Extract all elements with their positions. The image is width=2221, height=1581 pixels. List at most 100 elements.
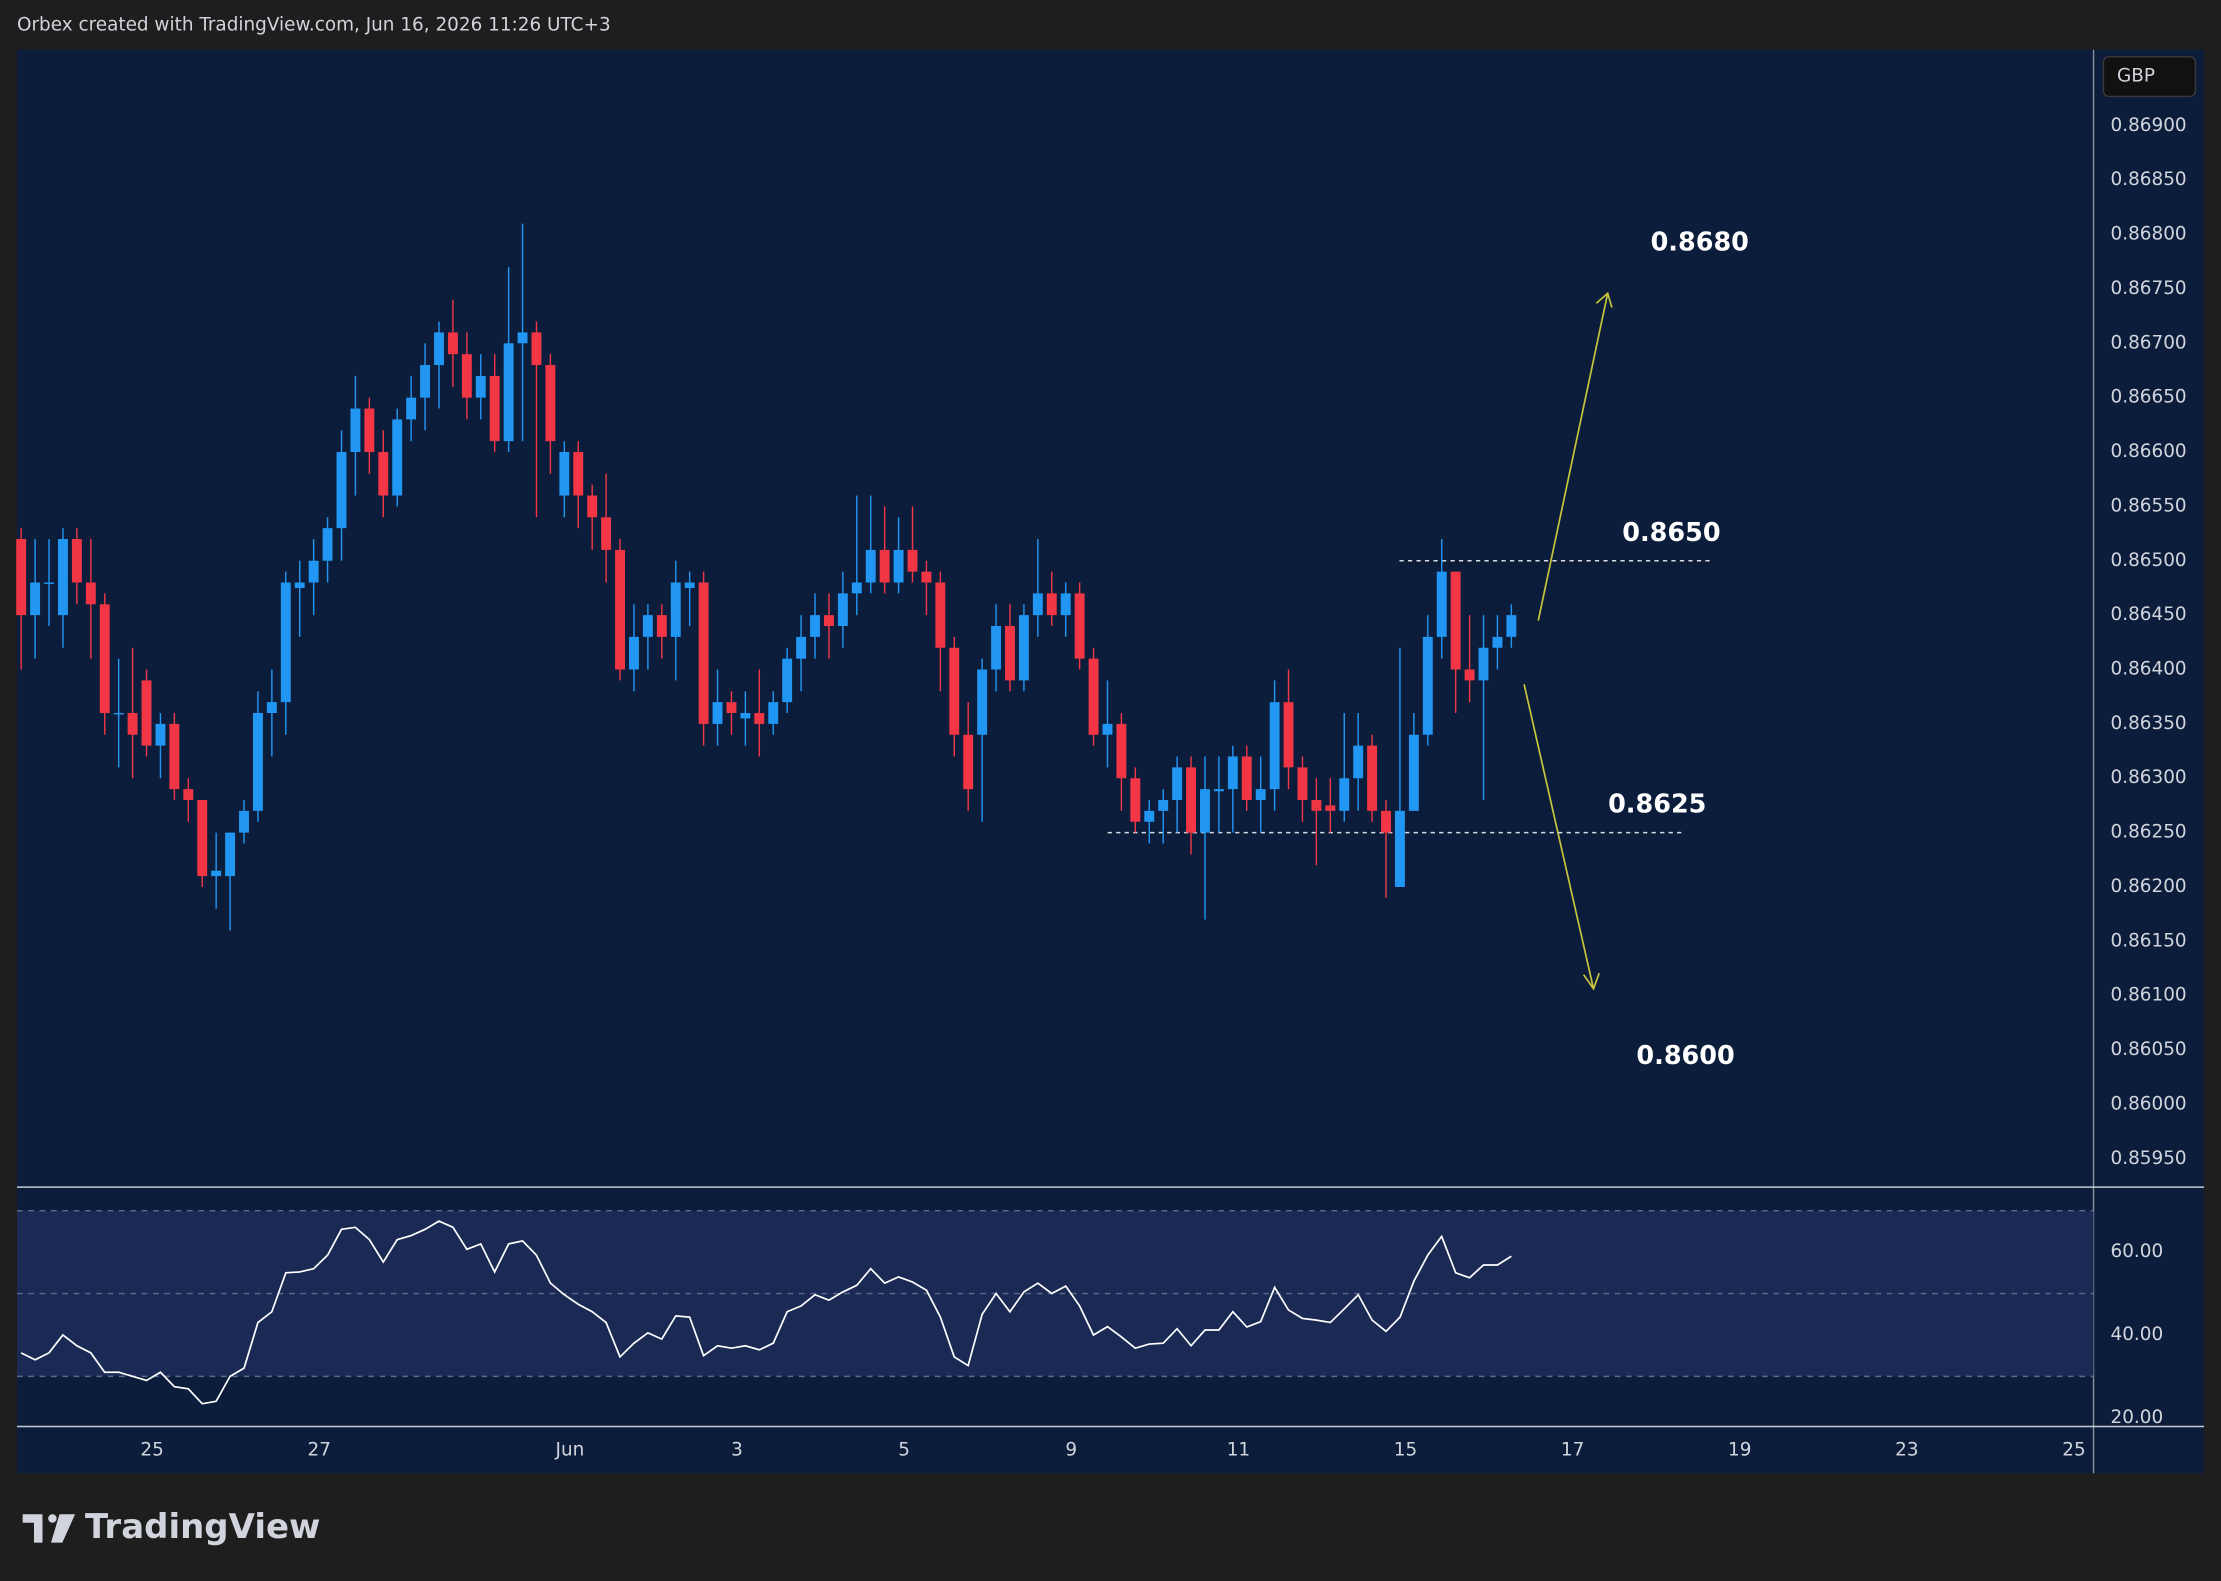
candle-body: [977, 669, 988, 735]
candle-body: [796, 636, 807, 659]
candle-body: [893, 549, 904, 583]
candle-body: [1450, 571, 1461, 670]
candle-body: [71, 539, 82, 583]
candle-body: [935, 582, 946, 648]
candle-body: [155, 723, 166, 746]
candle-body: [615, 549, 625, 670]
candle-body: [963, 734, 974, 790]
y-tick-label: 0.86150: [2111, 930, 2187, 951]
x-tick-label: 27: [308, 1440, 331, 1461]
candle-body: [1172, 767, 1183, 800]
candle-body: [545, 365, 556, 442]
candle-body: [280, 582, 291, 703]
candle-body: [810, 615, 820, 637]
y-tick-label: 0.86600: [2111, 441, 2187, 462]
y-tick-label: 0.86850: [2111, 169, 2187, 190]
candle-body: [684, 582, 695, 588]
currency-button[interactable]: [2102, 56, 2197, 98]
candle-body: [642, 615, 653, 637]
candle-body: [879, 549, 890, 583]
candle-body: [406, 397, 417, 420]
x-tick-label: 19: [1728, 1440, 1751, 1461]
candle-body: [1005, 626, 1015, 681]
y-tick-label: 0.86050: [2111, 1039, 2187, 1060]
candle-body: [1018, 615, 1029, 681]
x-tick-label: 5: [898, 1440, 910, 1461]
candle-body: [211, 870, 222, 877]
candle-body: [197, 799, 208, 877]
y-tick-label: 0.86700: [2111, 332, 2187, 353]
candle-body: [1032, 593, 1043, 616]
y-tick-label: 0.86450: [2111, 604, 2187, 625]
candle-body: [85, 582, 96, 605]
candle-body: [322, 528, 333, 561]
rsi-tick-label: 60.00: [2111, 1241, 2164, 1262]
candle-body: [1060, 593, 1071, 616]
candle-body: [712, 702, 723, 724]
candle-body: [392, 419, 403, 496]
candle-body: [1311, 799, 1322, 811]
candle-body: [1227, 756, 1238, 790]
rsi-tick-label: 20.00: [2111, 1407, 2164, 1428]
header: Orbex created with TradingView.com, Jun …: [17, 15, 611, 36]
candle-body: [1102, 723, 1113, 735]
up-arrow: [1537, 293, 1609, 621]
y-tick-label: 0.86300: [2111, 767, 2187, 788]
arrows: [1523, 291, 1613, 991]
up-arrow-head: [1595, 291, 1613, 308]
candle-body: [949, 647, 960, 735]
candle-body: [503, 343, 514, 442]
candle-body: [921, 571, 932, 583]
candle-body: [475, 375, 486, 398]
candle-body: [991, 626, 1002, 670]
x-tick-label: 23: [1895, 1440, 1918, 1461]
x-tick-label: 15: [1394, 1440, 1417, 1461]
candle-body: [1186, 767, 1197, 833]
candle-body: [1213, 789, 1224, 792]
candle-body: [461, 354, 472, 398]
candle-body: [1144, 810, 1155, 822]
candle-body: [573, 452, 584, 496]
logo-icon: [22, 1514, 43, 1543]
candle-body: [434, 332, 444, 366]
candle-body: [294, 582, 305, 588]
candle-body: [837, 593, 848, 627]
x-tick-label: 25: [140, 1440, 163, 1461]
logo-icon-dot: [48, 1514, 57, 1523]
candle-body: [587, 495, 598, 518]
candle-body: [1464, 669, 1475, 681]
candle-body: [865, 549, 876, 583]
candle-body: [782, 658, 793, 703]
candle-body: [1325, 805, 1336, 811]
rsi-tick-label: 40.00: [2111, 1324, 2164, 1345]
y-tick-label: 0.86100: [2111, 985, 2187, 1006]
target-label: 0.8680: [1651, 228, 1749, 258]
candle-body: [308, 560, 319, 583]
candle-body: [531, 332, 542, 366]
rsi-band: [16, 1210, 2094, 1377]
candle-body: [1422, 636, 1433, 735]
candle-body: [851, 582, 862, 594]
candle-body: [30, 582, 41, 616]
candle-body: [141, 680, 152, 746]
candle-body: [670, 582, 681, 637]
y-tick-label: 0.86750: [2111, 278, 2187, 299]
down-arrow-head: [1582, 972, 1600, 991]
candle-body: [1241, 756, 1252, 800]
candle-body: [183, 789, 194, 800]
candle-body: [768, 702, 779, 724]
y-tick-label: 0.86800: [2111, 224, 2187, 245]
candle-body: [225, 832, 236, 877]
candle-body: [447, 332, 458, 355]
candle-body: [1158, 799, 1169, 811]
candle-body: [1381, 810, 1391, 833]
down-arrow: [1523, 684, 1595, 989]
y-tick-label: 0.86550: [2111, 495, 2187, 516]
candle-body: [169, 723, 180, 790]
candle-body: [127, 713, 138, 735]
candle-body: [740, 713, 751, 719]
logo: [22, 1514, 76, 1543]
currency-label[interactable]: GBP: [2117, 66, 2155, 87]
candle-body: [1408, 734, 1419, 811]
